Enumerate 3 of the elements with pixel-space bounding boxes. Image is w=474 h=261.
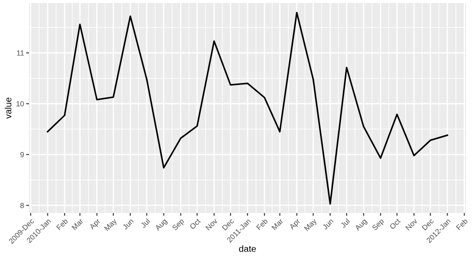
- y-axis-title: value: [4, 98, 12, 119]
- line-series: [46, 12, 448, 205]
- x-axis-title: date: [239, 245, 256, 252]
